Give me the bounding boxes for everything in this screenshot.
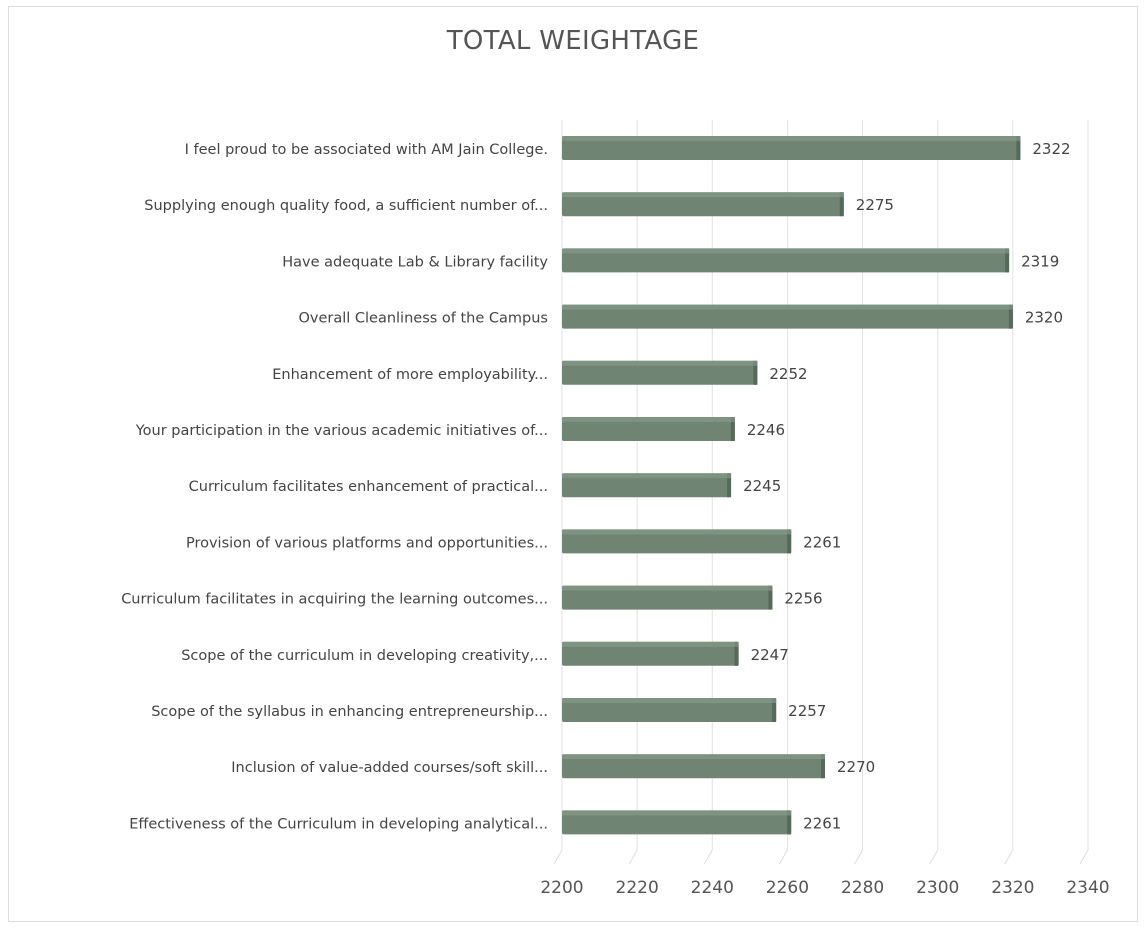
value-label: 2322 <box>1032 140 1070 158</box>
bar <box>562 248 1010 273</box>
bar-sheen <box>562 304 1013 310</box>
category-label: Overall Cleanliness of the Campus <box>298 311 548 327</box>
x-tick-label: 2340 <box>1066 878 1109 898</box>
bar-sheen <box>562 698 777 703</box>
value-label: 2252 <box>769 365 807 383</box>
x-tick-label: 2240 <box>691 878 734 898</box>
bar-end <box>1005 248 1010 273</box>
value-label: 2256 <box>784 590 822 608</box>
bar <box>562 360 758 385</box>
bar-sheen <box>562 529 792 535</box>
bar-sheen <box>562 473 732 479</box>
value-label: 2247 <box>751 646 789 664</box>
bar-sheen <box>562 360 758 366</box>
category-label: Have adequate Lab & Library facility <box>282 254 548 270</box>
category-label: Provision of various platforms and oppor… <box>186 535 548 551</box>
category-label: Supplying enough quality food, a suffici… <box>144 198 548 214</box>
bar <box>562 754 825 779</box>
gridline-floor <box>854 849 864 865</box>
category-label: Effectiveness of the Curriculum in devel… <box>129 816 548 832</box>
bar-sheen <box>562 585 773 591</box>
value-label: 2261 <box>803 814 841 832</box>
bar-end <box>727 473 732 498</box>
category-label: Scope of the curriculum in developing cr… <box>181 648 548 664</box>
bar <box>562 417 735 441</box>
bar-end <box>730 417 735 441</box>
x-tick-label: 2320 <box>991 878 1034 898</box>
bar <box>562 473 732 498</box>
gridline-floor <box>1004 849 1014 865</box>
bar-sheen <box>562 810 792 816</box>
x-tick-label: 2200 <box>540 878 583 898</box>
bar <box>562 304 1013 329</box>
gridline-floor <box>929 849 939 865</box>
bar-end <box>768 585 773 610</box>
category-label: Enhancement of more employability... <box>272 367 548 383</box>
gridline-floor <box>553 849 563 865</box>
category-label: I feel proud to be associated with AM Ja… <box>185 142 548 158</box>
value-label: 2275 <box>856 196 894 214</box>
bar <box>562 192 844 217</box>
bar-end <box>821 754 825 779</box>
bar <box>562 810 792 835</box>
category-label: Curriculum facilitates in acquiring the … <box>121 592 548 608</box>
x-tick-label: 2260 <box>766 878 809 898</box>
gridline-floor <box>628 849 638 865</box>
bar-end <box>734 641 739 666</box>
category-label: Inclusion of value-added courses/soft sk… <box>231 760 548 776</box>
bar-end <box>1016 136 1021 160</box>
value-label: 2261 <box>803 533 841 551</box>
chart-title: TOTAL WEIGHTAGE <box>446 26 700 56</box>
value-label: 2257 <box>788 702 826 720</box>
gridline-floor <box>778 849 788 865</box>
value-label: 2320 <box>1025 309 1063 327</box>
bar-end <box>1008 304 1013 329</box>
bar <box>562 641 739 666</box>
value-label: 2270 <box>837 758 875 776</box>
bar-end <box>787 810 792 835</box>
bar <box>562 698 777 722</box>
category-label: Your participation in the various academ… <box>135 423 548 439</box>
x-tick-label: 2220 <box>616 878 659 898</box>
bar-end <box>787 529 792 554</box>
bar <box>562 585 773 610</box>
x-tick-label: 2300 <box>916 878 959 898</box>
bar-sheen <box>562 136 1021 141</box>
bar-sheen <box>562 192 844 198</box>
gridline-floor <box>703 849 713 865</box>
bar-sheen <box>562 417 735 422</box>
bar-sheen <box>562 641 739 647</box>
value-label: 2319 <box>1021 252 1059 270</box>
bar <box>562 136 1021 160</box>
category-label: Curriculum facilitates enhancement of pr… <box>189 479 548 495</box>
bar-end <box>753 360 758 385</box>
bar-sheen <box>562 754 825 760</box>
value-label: 2245 <box>743 477 781 495</box>
x-tick-label: 2280 <box>841 878 884 898</box>
bar <box>562 529 792 554</box>
value-label: 2246 <box>747 421 785 439</box>
bar-end <box>839 192 844 217</box>
bar-sheen <box>562 248 1010 254</box>
bar-end <box>772 698 777 722</box>
category-label: Scope of the syllabus in enhancing entre… <box>151 704 548 720</box>
gridline-floor <box>1079 849 1089 865</box>
